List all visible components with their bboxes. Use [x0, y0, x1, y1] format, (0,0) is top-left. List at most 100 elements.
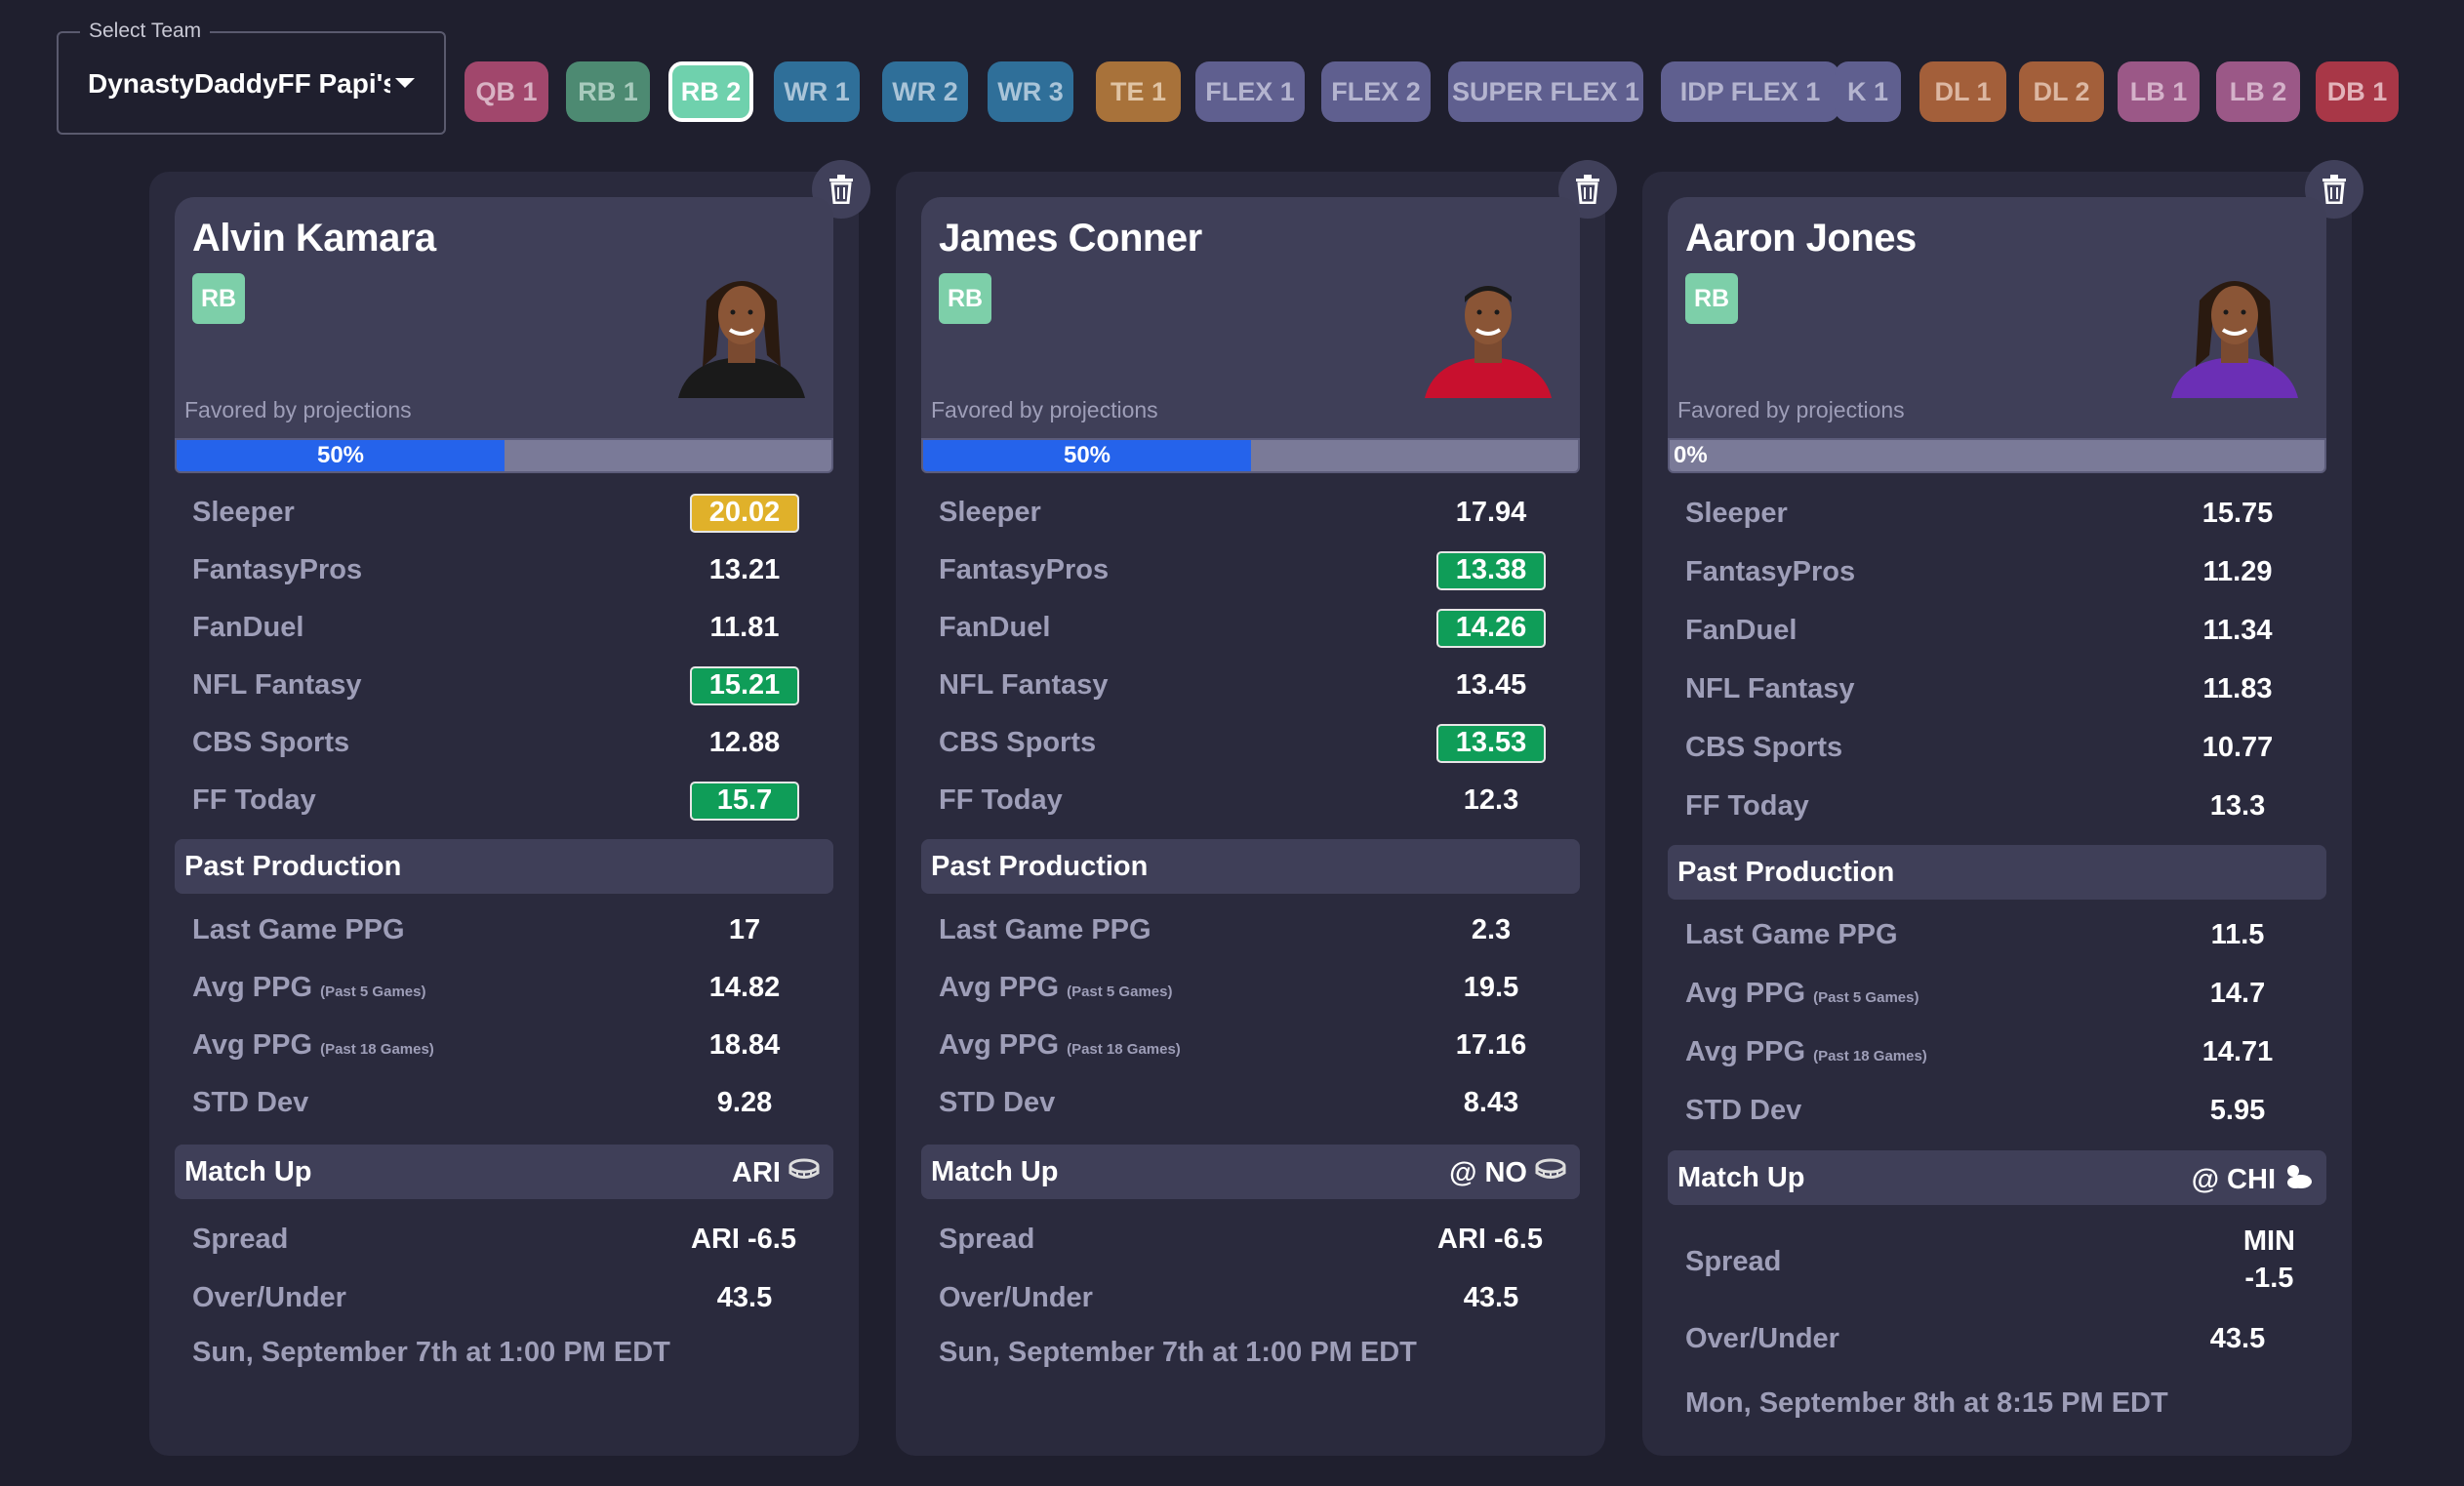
- projection-source: NFL Fantasy: [1685, 672, 1855, 704]
- stat-row: Avg PPG (Past 18 Games) 18.84: [192, 1017, 817, 1074]
- stat-value: 19.5: [1463, 972, 1519, 1003]
- projection-value: 14.26: [1436, 608, 1546, 648]
- position-chip-flex-1[interactable]: FLEX 1: [1195, 61, 1305, 122]
- past-production-header: Past Production: [175, 839, 833, 894]
- game-time: Sun, September 7th at 1:00 PM EDT: [939, 1337, 1417, 1368]
- team-select-value[interactable]: DynastyDaddyFF Papi's...: [88, 68, 390, 99]
- spread-label: Spread: [1685, 1245, 1782, 1277]
- stat-value: 18.84: [708, 1029, 781, 1061]
- favored-progress-bar: 50%: [175, 438, 833, 473]
- position-chip-db-1[interactable]: DB 1: [2316, 61, 2399, 122]
- spread-value: ARI -6.5: [691, 1223, 796, 1255]
- stat-row: Last Game PPG 2.3: [939, 902, 1563, 959]
- player-card: James Conner RB Favored by projections 5…: [896, 160, 1617, 1456]
- position-badge: RB: [192, 273, 245, 324]
- position-chip-super-flex-1[interactable]: SUPER FLEX 1: [1448, 61, 1643, 122]
- projection-value: 12.3: [1463, 784, 1519, 816]
- favored-percent: 50%: [316, 442, 365, 468]
- stat-value: 17.16: [1455, 1029, 1527, 1061]
- position-chip-rb-2[interactable]: RB 2: [668, 61, 753, 122]
- position-chip-rb-1[interactable]: RB 1: [566, 61, 650, 122]
- projection-value: 17.94: [1455, 497, 1527, 528]
- stat-label: Avg PPG (Past 5 Games): [1685, 977, 1919, 1009]
- position-chip-te-1[interactable]: TE 1: [1096, 61, 1181, 122]
- projection-value: 20.02: [690, 493, 799, 533]
- position-chip-flex-2[interactable]: FLEX 2: [1321, 61, 1431, 122]
- stat-label: Last Game PPG: [1685, 918, 1898, 950]
- stat-row: Avg PPG (Past 18 Games) 14.71: [1685, 1023, 2310, 1081]
- spread-row: Spread ARI -6.5: [192, 1210, 817, 1268]
- projection-row: FanDuel 11.34: [1685, 601, 2310, 660]
- projection-list: Sleeper 17.94 FantasyPros 13.38 FanDuel …: [939, 484, 1563, 829]
- stat-label: Avg PPG (Past 18 Games): [939, 1029, 1181, 1061]
- section-title: Match Up: [1677, 1162, 1805, 1193]
- position-chip-lb-2[interactable]: LB 2: [2216, 61, 2300, 122]
- favored-progress-bar: 0%: [1668, 438, 2326, 473]
- favored-percent: 0%: [1674, 442, 1708, 468]
- projection-source: CBS Sports: [192, 727, 350, 758]
- opponent: @ NO: [1449, 1156, 1527, 1188]
- chevron-down-icon[interactable]: [395, 78, 415, 88]
- stat-row: STD Dev 8.43: [939, 1074, 1563, 1132]
- position-chip-dl-1[interactable]: DL 1: [1919, 61, 2006, 122]
- projection-row: FantasyPros 11.29: [1685, 542, 2310, 601]
- stat-value: 17: [728, 914, 761, 945]
- position-chip-qb-1[interactable]: QB 1: [465, 61, 548, 122]
- position-chip-k-1[interactable]: K 1: [1835, 61, 1901, 122]
- stat-row: STD Dev 9.28: [192, 1074, 817, 1132]
- position-chip-lb-1[interactable]: LB 1: [2118, 61, 2200, 122]
- stat-value: 2.3: [1471, 914, 1512, 945]
- projection-value: 13.3: [2209, 789, 2266, 822]
- over-under-row: Over/Under 43.5: [1685, 1310, 2310, 1367]
- projection-source: FF Today: [1685, 789, 1809, 822]
- team-select[interactable]: Select Team DynastyDaddyFF Papi's...: [57, 20, 446, 135]
- stat-label: Avg PPG (Past 5 Games): [939, 972, 1173, 1003]
- opponent: ARI: [732, 1156, 781, 1188]
- projection-source: FantasyPros: [939, 554, 1110, 585]
- stat-row: Avg PPG (Past 5 Games) 14.7: [1685, 964, 2310, 1023]
- stat-label: Avg PPG (Past 5 Games): [192, 972, 426, 1003]
- past-production-list: Last Game PPG 11.5 Avg PPG (Past 5 Games…: [1685, 905, 2310, 1140]
- stat-label: Avg PPG (Past 18 Games): [1685, 1035, 1927, 1067]
- over-under-row: Over/Under 43.5: [192, 1268, 817, 1327]
- projection-source: CBS Sports: [1685, 731, 1843, 763]
- projection-row: NFL Fantasy 13.45: [939, 657, 1563, 714]
- section-title: Match Up: [931, 1156, 1059, 1187]
- projection-row: FanDuel 14.26: [939, 599, 1563, 657]
- player-name: James Conner: [939, 217, 1202, 260]
- projection-source: NFL Fantasy: [192, 669, 362, 701]
- projection-value: 15.7: [690, 781, 799, 821]
- stat-row: Avg PPG (Past 18 Games) 17.16: [939, 1017, 1563, 1074]
- position-chip-wr-2[interactable]: WR 2: [882, 61, 968, 122]
- stat-row: Avg PPG (Past 5 Games) 14.82: [192, 959, 817, 1017]
- projection-value: 11.83: [2202, 672, 2273, 704]
- partly-cloudy-icon: [2283, 1162, 2313, 1197]
- projection-value: 11.34: [2202, 614, 2273, 646]
- stat-value: 9.28: [716, 1087, 773, 1118]
- player-headshot: [1420, 261, 1556, 398]
- matchup-details: Spread ARI -6.5 Over/Under 43.5: [939, 1210, 1563, 1327]
- position-chip-wr-1[interactable]: WR 1: [774, 61, 860, 122]
- stat-value: 8.43: [1463, 1087, 1519, 1118]
- projection-row: FF Today 15.7: [192, 772, 817, 829]
- position-chip-wr-3[interactable]: WR 3: [988, 61, 1073, 122]
- projection-source: FF Today: [192, 784, 316, 816]
- projection-row: FF Today 13.3: [1685, 777, 2310, 835]
- projection-value: 15.21: [690, 665, 799, 705]
- matchup-header: Match Up @ NO: [921, 1145, 1580, 1199]
- position-chip-dl-2[interactable]: DL 2: [2019, 61, 2104, 122]
- stat-value: 5.95: [2209, 1094, 2266, 1126]
- over-under-value: 43.5: [716, 1281, 773, 1313]
- position-chip-idp-flex-1[interactable]: IDP FLEX 1: [1661, 61, 1839, 122]
- stat-row: Avg PPG (Past 5 Games) 19.5: [939, 959, 1563, 1017]
- stat-label: STD Dev: [1685, 1094, 1802, 1126]
- projection-source: NFL Fantasy: [939, 669, 1109, 701]
- stadium-icon: [788, 1156, 820, 1189]
- position-badge: RB: [1685, 273, 1738, 324]
- stat-value: 14.82: [708, 972, 781, 1003]
- spread-label: Spread: [939, 1223, 1035, 1255]
- projection-source: FanDuel: [939, 612, 1051, 643]
- spread-value: ARI -6.5: [1437, 1223, 1543, 1255]
- over-under-label: Over/Under: [939, 1281, 1093, 1313]
- favored-progress-fill: [923, 440, 1251, 471]
